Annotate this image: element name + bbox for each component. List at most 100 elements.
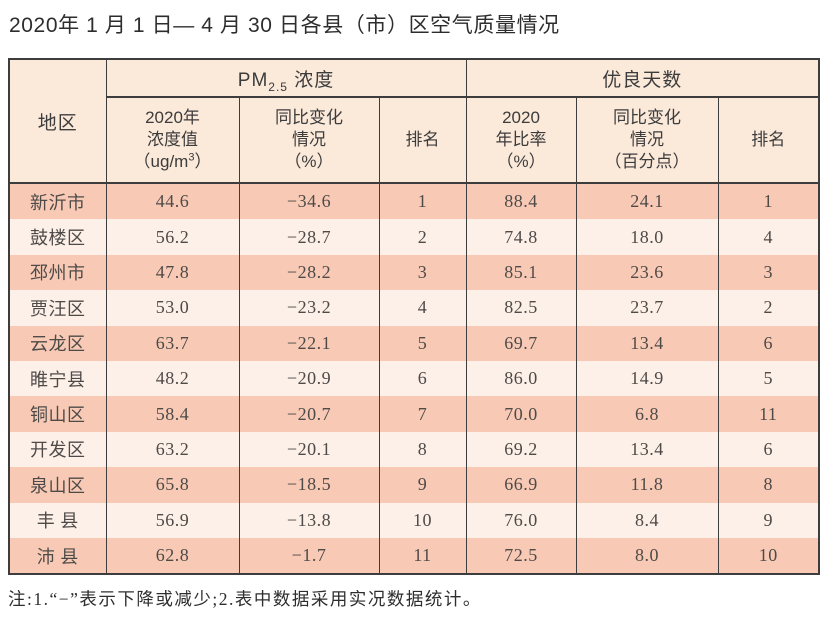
good-days-label: 优良天数 (602, 69, 683, 91)
cell-pm-rank: 6 (378, 360, 467, 397)
cell-good-change: 8.4 (575, 502, 719, 538)
table-row: 贾汪区 53.0 −23.2 4 82.5 23.7 2 (8, 290, 820, 326)
cell-pm-change: −22.1 (238, 325, 380, 361)
cell-pm-change: −18.5 (238, 467, 380, 503)
cell-region: 新沂市 (8, 183, 107, 220)
cell-good-change: 11.8 (575, 467, 719, 503)
table-row: 丰 县 56.9 −13.8 10 76.0 8.4 9 (8, 502, 820, 538)
cell-good-change: 13.4 (575, 431, 719, 468)
header-sub-row: 2020年 浓度值 （ug/m3） 同比变化 情况 （%） 排名 2020 年比… (9, 97, 820, 184)
cell-pm-rank: 3 (378, 254, 467, 291)
unit-suffix: ） (194, 152, 212, 171)
cell-good-change: 23.7 (575, 290, 719, 326)
cell-good-change: 24.1 (575, 183, 719, 220)
cell-pm-change: −13.8 (238, 502, 380, 538)
pm25-prefix: PM (237, 69, 269, 91)
table-body: 新沂市 44.6 −34.6 1 88.4 24.1 1 鼓楼区 56.2 −2… (8, 183, 820, 575)
header-good-change-line3: （百分点） (604, 152, 690, 171)
cell-pm-change: −1.7 (238, 537, 380, 575)
header-good-rate-line1: 2020 (502, 108, 540, 127)
cell-pm-rank: 4 (378, 290, 467, 326)
header-good-rank-label: 排名 (751, 130, 786, 149)
table-row: 开发区 63.2 −20.1 8 69.2 13.4 6 (8, 431, 820, 468)
cell-region: 云龙区 (8, 325, 107, 361)
cell-good-change: 23.6 (575, 254, 719, 291)
table-row: 铜山区 58.4 −20.7 7 70.0 6.8 11 (8, 396, 820, 432)
cell-good-rank: 8 (717, 467, 820, 503)
unit-prefix: （ug/m (133, 152, 189, 171)
cell-pm-value: 62.8 (105, 537, 240, 575)
table-row: 鼓楼区 56.2 −28.7 2 74.8 18.0 4 (8, 219, 820, 255)
cell-pm-change: −23.2 (238, 290, 380, 326)
cell-good-rate: 70.0 (465, 396, 577, 432)
cell-good-rank: 11 (717, 396, 820, 432)
cell-good-change: 8.0 (575, 537, 719, 575)
cell-good-change: 13.4 (575, 325, 719, 361)
cell-good-rate: 66.9 (465, 467, 577, 503)
cell-pm-value: 53.0 (105, 290, 240, 326)
cell-good-rate: 69.7 (465, 325, 577, 361)
cell-good-rank: 2 (717, 290, 820, 326)
header-pm-rank: 排名 (378, 97, 467, 184)
header-pm-value-line1: 2020年 (145, 108, 200, 127)
header-pm-value: 2020年 浓度值 （ug/m3） (105, 97, 240, 184)
header-group-good-days: 优良天数 (465, 59, 820, 98)
cell-good-rate: 74.8 (465, 219, 577, 255)
table-row: 泉山区 65.8 −18.5 9 66.9 11.8 8 (8, 467, 820, 503)
cell-pm-change: −28.7 (238, 219, 380, 255)
unit-superscript: 3 (188, 151, 195, 164)
cell-good-rank: 6 (717, 325, 820, 361)
cell-region: 沛 县 (8, 537, 107, 575)
cell-pm-rank: 5 (378, 325, 467, 361)
cell-region: 泉山区 (8, 467, 107, 503)
cell-pm-rank: 7 (378, 396, 467, 432)
cell-pm-value: 65.8 (105, 467, 240, 503)
cell-good-rate: 86.0 (465, 360, 577, 397)
header-pm-change: 同比变化 情况 （%） (238, 97, 380, 184)
table-row: 云龙区 63.7 −22.1 5 69.7 13.4 6 (8, 325, 820, 361)
cell-pm-value: 56.2 (105, 219, 240, 255)
cell-pm-rank: 9 (378, 467, 467, 503)
cell-good-rate: 76.0 (465, 502, 577, 538)
cell-pm-value: 48.2 (105, 360, 240, 397)
cell-pm-change: −20.1 (238, 431, 380, 468)
cell-good-change: 6.8 (575, 396, 719, 432)
header-good-change-line1: 同比变化 (613, 108, 682, 127)
header-good-rate-line3: （%） (496, 152, 546, 171)
cell-good-rank: 5 (717, 360, 820, 397)
pm25-subscript: 2.5 (268, 79, 288, 94)
cell-pm-rank: 1 (378, 183, 467, 220)
cell-region: 丰 县 (8, 502, 107, 538)
cell-pm-value: 58.4 (105, 396, 240, 432)
cell-good-rank: 1 (717, 183, 820, 220)
cell-pm-rank: 10 (378, 502, 467, 538)
cell-good-rank: 6 (717, 431, 820, 468)
header-pm-change-line3: （%） (284, 152, 334, 171)
cell-region: 开发区 (8, 431, 107, 468)
cell-good-rank: 10 (717, 537, 820, 575)
cell-pm-change: −28.2 (238, 254, 380, 291)
cell-good-rate: 69.2 (465, 431, 577, 468)
cell-good-rate: 82.5 (465, 290, 577, 326)
table-header: 地区 PM2.5 浓度 优良天数 2020年 浓度值 （ug/m3） 同比变化 … (8, 59, 820, 184)
header-pm-change-line2: 情况 (292, 130, 326, 149)
table-row: 邳州市 47.8 −28.2 3 85.1 23.6 3 (8, 254, 820, 291)
cell-pm-rank: 8 (378, 431, 467, 468)
header-group-pm25: PM2.5 浓度 (105, 59, 467, 98)
header-good-change: 同比变化 情况 （百分点） (575, 97, 719, 184)
table-row: 沛 县 62.8 −1.7 11 72.5 8.0 10 (8, 537, 820, 575)
cell-pm-value: 63.2 (105, 431, 240, 468)
cell-region: 贾汪区 (8, 290, 107, 326)
header-pm-value-line2: 浓度值 (147, 130, 198, 149)
header-group-row: 地区 PM2.5 浓度 优良天数 (8, 59, 820, 184)
header-pm-rank-label: 排名 (405, 130, 440, 149)
table-row: 新沂市 44.6 −34.6 1 88.4 24.1 1 (8, 183, 820, 220)
header-good-rate-line2: 年比率 (495, 130, 547, 149)
cell-good-rate: 72.5 (465, 537, 577, 575)
cell-pm-value: 44.6 (105, 183, 240, 220)
header-pm-change-line1: 同比变化 (275, 108, 343, 127)
cell-good-rate: 88.4 (465, 183, 577, 220)
cell-good-rank: 3 (717, 254, 820, 291)
cell-pm-value: 63.7 (105, 325, 240, 361)
cell-pm-value: 47.8 (105, 254, 240, 291)
